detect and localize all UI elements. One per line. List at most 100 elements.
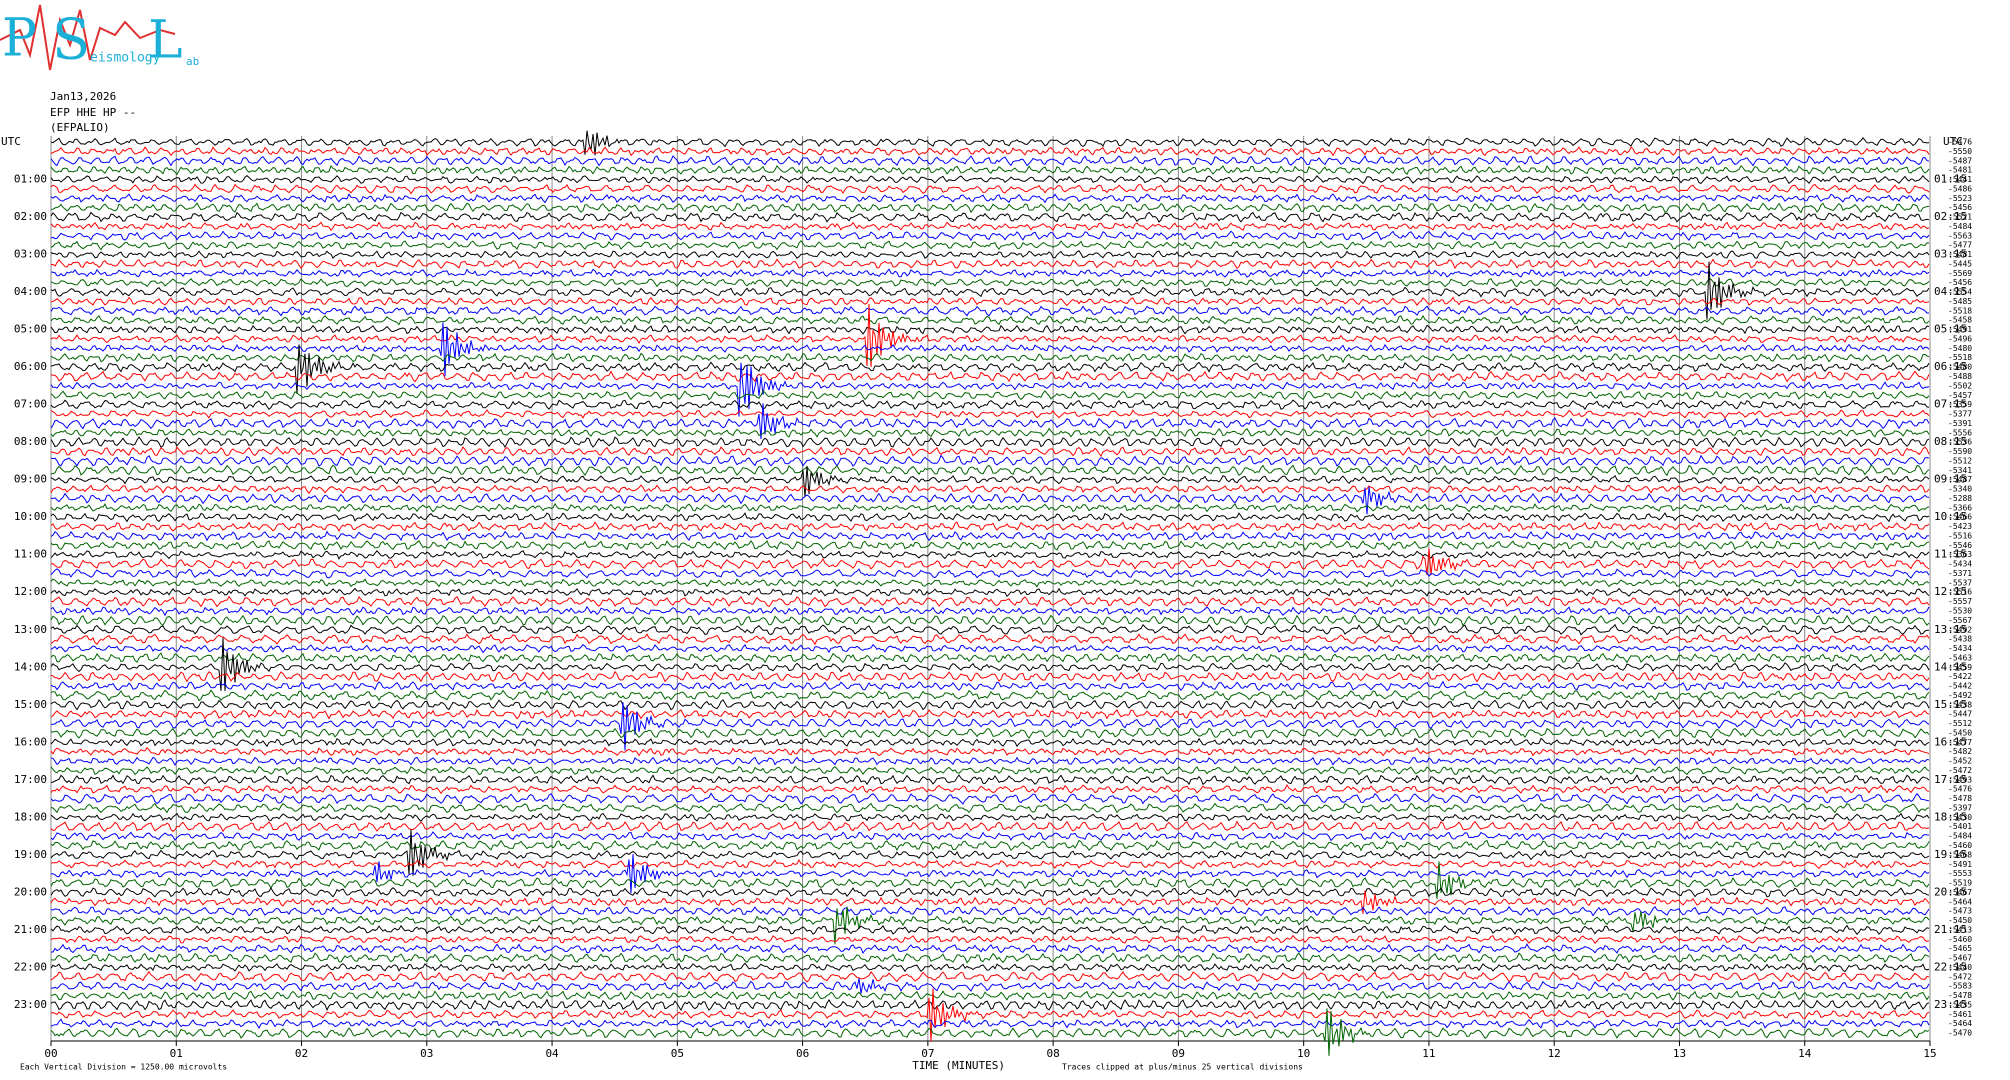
station: EFP HHE HP --: [50, 106, 136, 119]
trace-offset: -5550: [1948, 147, 1972, 156]
trace: [50, 370, 1930, 383]
trace: [50, 831, 1930, 842]
trace-offset: -5456: [1948, 203, 1972, 212]
logo-l: L: [148, 11, 183, 71]
trace-offset: -5430: [1948, 813, 1972, 822]
trace-offset: -5546: [1948, 541, 1972, 550]
trace-offset: -5440: [1948, 963, 1972, 972]
trace-offset: -5473: [1948, 907, 1972, 916]
x-axis-label: TIME (MINUTES): [912, 1059, 1005, 1072]
trace-offset: -5464: [1948, 1019, 1972, 1028]
trace-offset: -5359: [1948, 400, 1972, 409]
trace: [50, 202, 1930, 214]
trace-offset: -5557: [1948, 597, 1972, 606]
trace-offset: -5391: [1948, 419, 1972, 428]
trace: [50, 211, 1930, 223]
trace-offset: -5465: [1948, 944, 1972, 953]
trace: [50, 1008, 1930, 1056]
trace: [50, 454, 1930, 467]
left-row-label: 19:00: [14, 848, 47, 861]
left-row-label: 11:00: [14, 548, 47, 561]
trace: [50, 530, 1930, 542]
trace: [50, 296, 1930, 307]
trace-offset: -5472: [1948, 972, 1972, 981]
right-row-label: 08:15: [1934, 435, 1967, 448]
trace-offset: -5377: [1948, 410, 1972, 419]
x-tick-label: 02: [295, 1047, 308, 1060]
trace-offset: -5491: [1948, 860, 1972, 869]
left-row-label: 21:00: [14, 923, 47, 936]
trace: [50, 854, 1930, 894]
trace-offset: -5530: [1948, 607, 1972, 616]
trace: [50, 568, 1930, 579]
trace-offset: -5553: [1948, 869, 1972, 878]
trace-offset: -5569: [1948, 269, 1972, 278]
trace: [50, 820, 1930, 833]
trace-offset: -5476: [1948, 785, 1972, 794]
trace: [50, 548, 1930, 576]
left-row-label: 03:00: [14, 248, 47, 261]
trace-offset: -5401: [1948, 822, 1972, 831]
trace-offset: -5442: [1948, 682, 1972, 691]
trace: [50, 970, 1930, 983]
note-left: Each Vertical Division = 1250.00 microvo…: [20, 1063, 227, 1072]
trace-offset: -5459: [1948, 663, 1972, 672]
x-tick-label: 13: [1673, 1047, 1686, 1060]
x-tick-label: 08: [1047, 1047, 1060, 1060]
right-row-label: 10:15: [1934, 510, 1967, 523]
trace: [50, 549, 1930, 560]
trace-offset: -5472: [1948, 766, 1972, 775]
left-row-label: 17:00: [14, 773, 47, 786]
trace-offset: -5487: [1948, 475, 1972, 484]
trace-offset: -5481: [1948, 250, 1972, 259]
trace-offset: -5481: [1948, 166, 1972, 175]
trace: [50, 146, 1930, 157]
trace: [50, 924, 1930, 936]
trace: [50, 502, 1930, 513]
trace: [50, 409, 1930, 419]
trace-offset: -5460: [1948, 935, 1972, 944]
trace: [50, 839, 1930, 852]
left-row-label: 07:00: [14, 398, 47, 411]
trace-offset: -5422: [1948, 672, 1972, 681]
trace: [50, 783, 1930, 795]
x-tick-label: 01: [170, 1047, 183, 1060]
x-tick-label: 05: [671, 1047, 684, 1060]
trace-offset: -5450: [1948, 728, 1972, 737]
left-row-label: 05:00: [14, 323, 47, 336]
logo: P S L eismology ab: [0, 4, 199, 73]
trace-offset: -5456: [1948, 278, 1972, 287]
trace-offset: -5556: [1948, 428, 1972, 437]
right-row-label: 16:15: [1934, 735, 1967, 748]
trace-offset: -5340: [1948, 485, 1972, 494]
trace-offset: -5523: [1948, 194, 1972, 203]
logo-lab: ab: [186, 55, 199, 68]
trace-offset: -5516: [1948, 531, 1972, 540]
right-row-label: 12:15: [1934, 585, 1967, 598]
right-row-label: 11:15: [1934, 548, 1967, 561]
x-tick-label: 09: [1172, 1047, 1185, 1060]
trace-offset: -5536: [1948, 438, 1972, 447]
logo-seismology: eismology: [90, 51, 161, 66]
trace-offset: -5493: [1948, 775, 1972, 784]
right-row-label: 23:15: [1934, 998, 1967, 1011]
trace-offset: -5435: [1948, 1000, 1972, 1009]
trace-offset: -5512: [1948, 719, 1972, 728]
trace: [50, 708, 1930, 720]
left-row-label: 06:00: [14, 360, 47, 373]
trace: [50, 465, 1930, 498]
trace: [50, 268, 1930, 278]
trace-offset: -5482: [1948, 747, 1972, 756]
trace: [50, 484, 1930, 495]
trace-offset: -5477: [1948, 241, 1972, 250]
trace: [50, 183, 1930, 195]
trace: [50, 193, 1930, 204]
trace-offset: -5492: [1948, 625, 1972, 634]
trace-offset: -5463: [1948, 653, 1972, 662]
left-row-label: 09:00: [14, 473, 47, 486]
trace-offset: -5445: [1948, 259, 1972, 268]
station-name: (EFPALIO): [50, 121, 110, 134]
trace-offset: -5485: [1948, 297, 1972, 306]
left-row-label: 18:00: [14, 810, 47, 823]
right-row-label: 18:15: [1934, 810, 1967, 823]
